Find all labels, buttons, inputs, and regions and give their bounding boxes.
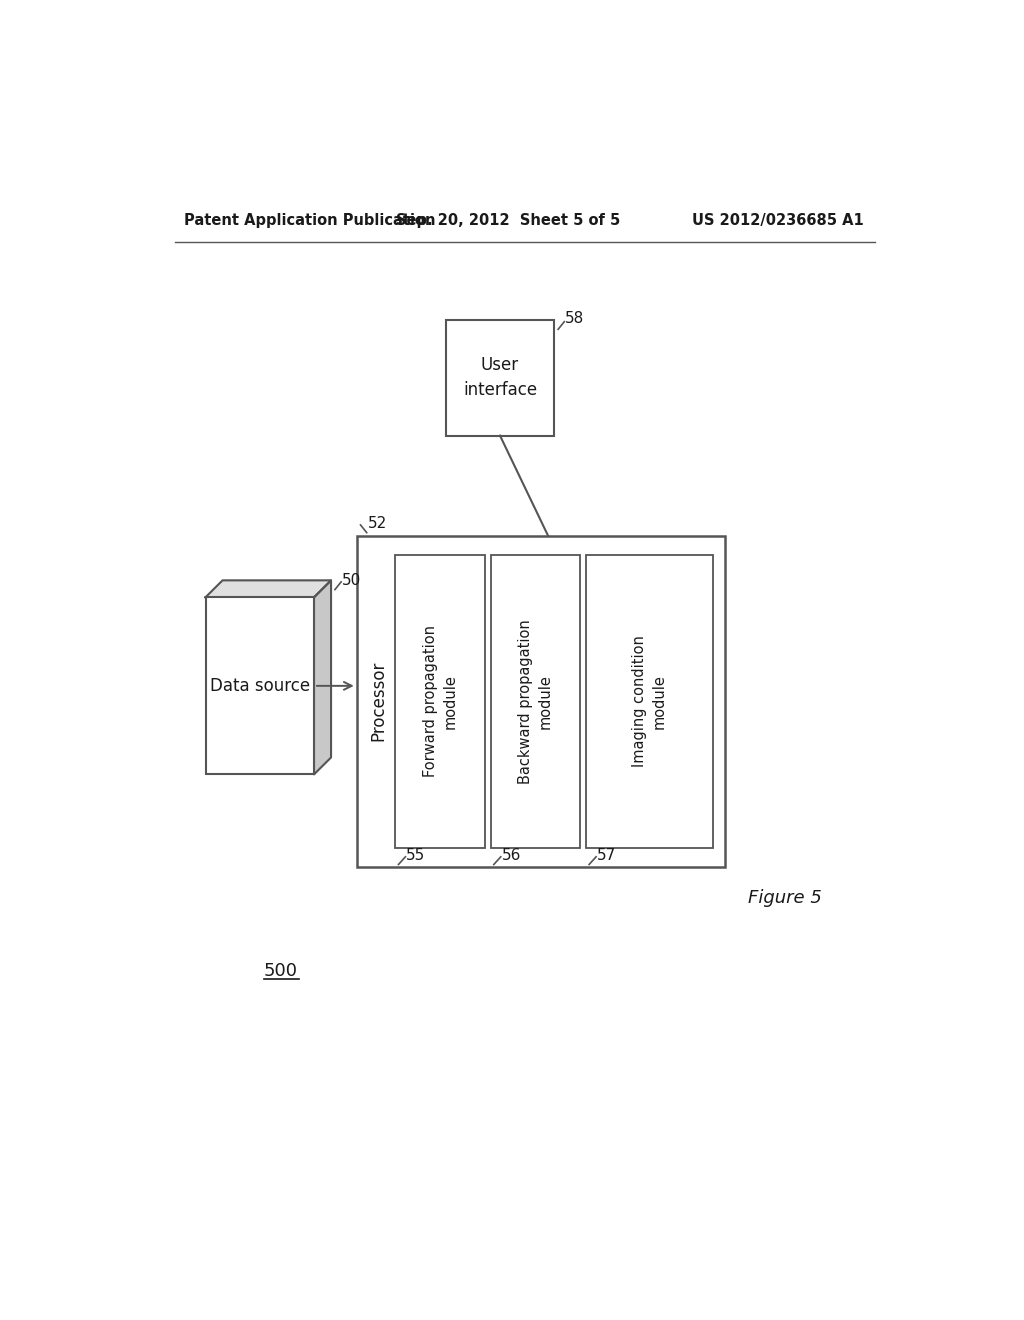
Text: 56: 56 bbox=[502, 847, 521, 863]
Text: Data source: Data source bbox=[210, 677, 310, 694]
Text: Sep. 20, 2012  Sheet 5 of 5: Sep. 20, 2012 Sheet 5 of 5 bbox=[395, 213, 620, 227]
Polygon shape bbox=[206, 581, 331, 598]
Text: Backward propagation
module: Backward propagation module bbox=[518, 619, 553, 784]
Bar bbox=[490, 554, 580, 847]
Bar bbox=[445, 321, 554, 436]
Text: User
interface: User interface bbox=[463, 356, 537, 400]
Text: Imaging condition
module: Imaging condition module bbox=[632, 635, 667, 767]
Text: 500: 500 bbox=[263, 962, 298, 979]
Text: 58: 58 bbox=[565, 312, 585, 326]
Text: Forward propagation
module: Forward propagation module bbox=[423, 626, 458, 777]
Text: 57: 57 bbox=[597, 847, 616, 863]
Bar bbox=[395, 554, 484, 847]
Text: Figure 5: Figure 5 bbox=[748, 888, 822, 907]
Bar bbox=[356, 536, 725, 867]
Bar bbox=[586, 554, 713, 847]
Text: Patent Application Publication: Patent Application Publication bbox=[183, 213, 435, 227]
Text: 50: 50 bbox=[342, 573, 361, 587]
Text: Processor: Processor bbox=[370, 661, 387, 742]
Text: 52: 52 bbox=[368, 516, 387, 531]
Text: 55: 55 bbox=[407, 847, 426, 863]
Bar bbox=[206, 598, 314, 775]
Polygon shape bbox=[314, 581, 331, 775]
Text: US 2012/0236685 A1: US 2012/0236685 A1 bbox=[692, 213, 864, 227]
